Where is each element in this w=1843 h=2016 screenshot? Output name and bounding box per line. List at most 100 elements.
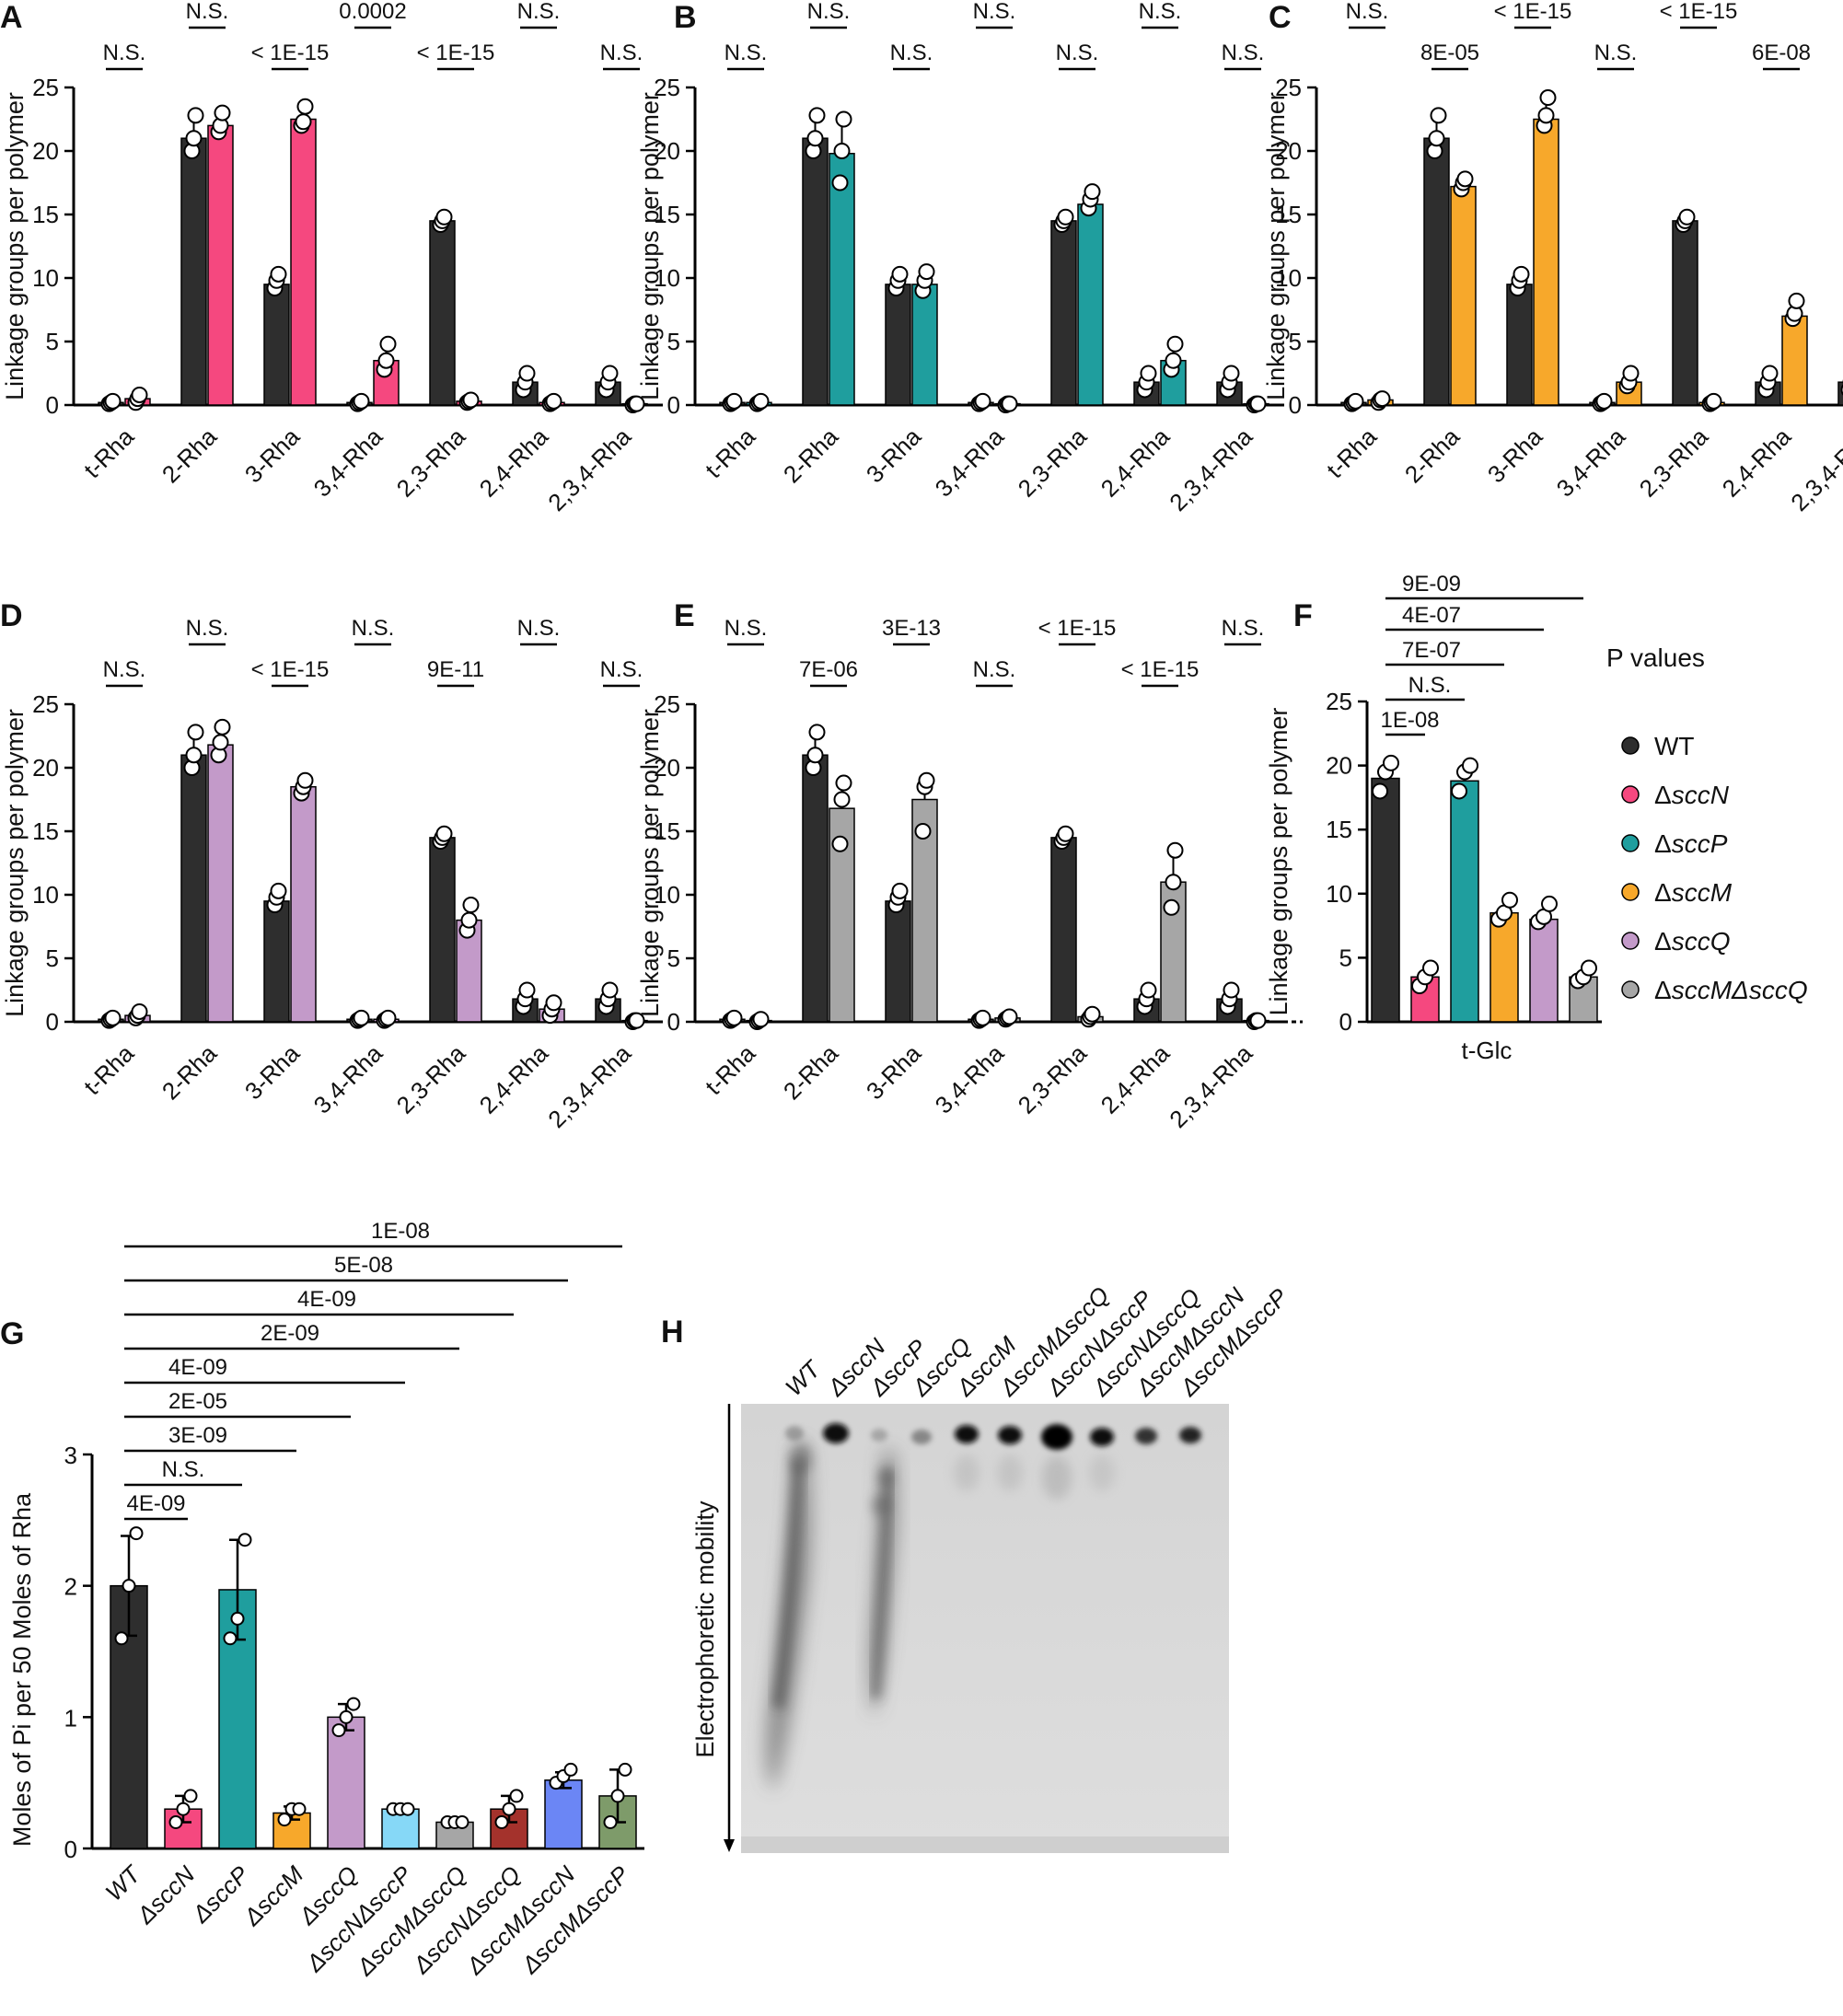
bar-sccQ	[1530, 920, 1558, 1022]
y-tick-label: 15	[654, 817, 680, 845]
p-value-label: N.S.	[724, 41, 768, 65]
y-tick-label: 25	[1326, 688, 1352, 715]
p-value-label: 3E-13	[882, 616, 941, 641]
bar-WT	[430, 221, 455, 405]
bar-WT	[886, 901, 910, 1022]
legend-gene: sccN	[1672, 781, 1730, 809]
data-point	[1375, 391, 1390, 406]
y-axis-label: Linkage groups per polymer	[1, 709, 29, 1017]
bar-WT	[1372, 779, 1399, 1022]
y-tick-label: 25	[1275, 74, 1302, 101]
category-label: 2,3,4-Rha	[1164, 1039, 1258, 1133]
data-point	[603, 366, 618, 381]
category-label: 2,4-Rha	[1717, 423, 1797, 503]
data-point	[215, 106, 230, 121]
data-point	[1680, 210, 1695, 225]
p-value-label: N.S.	[517, 616, 561, 641]
data-point	[1763, 366, 1778, 381]
panel-letter-E: E	[674, 598, 695, 633]
p-value-label: < 1E-15	[417, 41, 495, 65]
data-point	[239, 1534, 251, 1546]
bar-WT	[803, 138, 828, 405]
data-point	[1166, 875, 1181, 889]
category-label: 2-Rha	[778, 423, 844, 489]
data-point	[1166, 353, 1181, 368]
category-label: 2,3-Rha	[1013, 423, 1093, 503]
p-value-label: N.S.	[186, 0, 229, 24]
legend-label-sccQ: ΔsccQ	[1654, 927, 1730, 956]
data-point	[612, 1790, 624, 1802]
p-value-label: 4E-07	[1402, 603, 1461, 628]
y-tick-label: 0	[46, 391, 59, 419]
bar-WT	[1673, 221, 1698, 405]
legend-marker-sccM	[1622, 884, 1639, 900]
category-label: 3,4-Rha	[308, 423, 388, 503]
y-tick-label: 15	[1326, 816, 1352, 843]
data-point	[170, 1816, 182, 1828]
category-label: t-Glc	[1462, 1037, 1513, 1064]
p-value-label: N.S.	[186, 616, 229, 641]
y-tick-label: 20	[654, 754, 680, 782]
p-value-label: N.S.	[600, 41, 643, 65]
y-tick-label: 20	[1275, 137, 1302, 165]
p-value-label: 4E-09	[297, 1287, 356, 1312]
data-point	[189, 724, 203, 739]
category-label: 2,3-Rha	[1013, 1039, 1093, 1119]
bar-sccQ	[208, 745, 233, 1022]
data-point	[1349, 394, 1363, 409]
y-tick-label: 15	[32, 817, 59, 845]
bar-sccM	[1534, 120, 1559, 406]
p-value-label: N.S.	[352, 616, 395, 641]
p-value-label: N.S.	[890, 41, 933, 65]
data-point	[1142, 366, 1156, 381]
p-value-label: N.S.	[1056, 41, 1099, 65]
data-point	[1541, 90, 1556, 105]
gel-image-svg	[741, 1404, 1229, 1853]
y-tick-label: 0	[46, 1008, 59, 1036]
p-value-label: N.S.	[1222, 41, 1265, 65]
data-point	[1003, 397, 1017, 411]
data-point	[185, 1790, 197, 1802]
y-tick-label: 0	[667, 1008, 680, 1036]
gel-lane-label: WT	[780, 1354, 827, 1401]
bar-WT	[430, 838, 455, 1022]
data-point	[835, 144, 850, 158]
p-value-label: < 1E-15	[251, 41, 330, 65]
bar-sccM	[1490, 913, 1518, 1022]
y-tick-label: 15	[32, 201, 59, 228]
data-point	[920, 264, 934, 279]
data-point	[920, 773, 934, 788]
y-tick-label: 2	[64, 1573, 77, 1601]
bar-WT	[1051, 221, 1076, 405]
data-point	[272, 267, 286, 282]
p-value-label: 1E-08	[371, 1219, 430, 1244]
p-value-label: N.S.	[973, 0, 1016, 24]
y-tick-label: 5	[1289, 328, 1302, 355]
data-point	[294, 1803, 306, 1815]
data-point	[225, 1632, 237, 1644]
data-point	[354, 1011, 369, 1025]
data-point	[106, 1011, 121, 1025]
panel-letter-H: H	[661, 1315, 684, 1350]
category-label: 2,4-Rha	[1095, 1039, 1176, 1119]
p-value-label: 5E-08	[334, 1253, 393, 1278]
y-axis-label: Moles of Pi per 50 Moles of Rha	[8, 1492, 36, 1847]
data-point	[1085, 1007, 1100, 1022]
data-point	[1502, 893, 1517, 908]
data-point	[296, 114, 311, 129]
bar-WT	[181, 755, 206, 1022]
data-point	[1168, 337, 1183, 352]
y-tick-label: 20	[32, 137, 59, 165]
data-point	[106, 394, 121, 409]
bar-WT	[1051, 838, 1076, 1022]
data-point	[116, 1632, 128, 1644]
y-axis-label: Linkage groups per polymer	[1265, 708, 1292, 1016]
data-point	[496, 1816, 508, 1828]
data-point	[462, 913, 477, 928]
y-tick-label: 3	[64, 1442, 77, 1469]
y-tick-label: 5	[667, 328, 680, 355]
y-tick-label: 25	[32, 690, 59, 718]
